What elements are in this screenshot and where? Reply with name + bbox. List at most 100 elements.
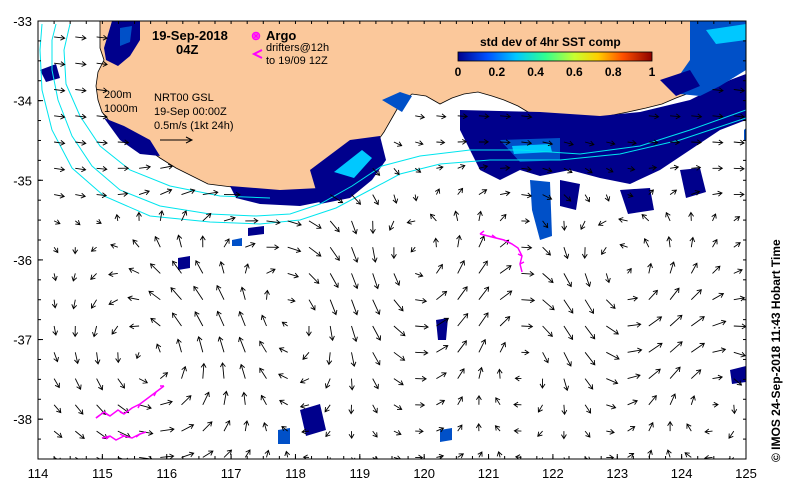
velocity-arrow [370,220,376,235]
velocity-arrow [348,404,355,415]
velocity-arrow [606,403,617,410]
velocity-arrow [181,365,187,379]
velocity-arrow [239,363,246,379]
velocity-arrow [670,139,681,146]
velocity-arrow [308,273,320,285]
velocity-arrow [108,271,118,278]
side-credit: © IMOS 24-Sep-2018 11:43 Hobart Time [769,239,783,462]
velocity-arrow [563,273,572,288]
velocity-arrow [563,457,568,459]
velocity-arrow [542,352,549,364]
velocity-arrow [72,325,79,338]
velocity-arrow [75,87,87,94]
velocity-arrow [53,246,59,254]
velocity-arrow [136,211,142,221]
velocity-arrow [92,325,98,338]
velocity-arrow [299,403,310,409]
x-tick-label: 120 [413,466,435,481]
x-tick-label: 122 [542,466,564,481]
velocity-arrow [669,287,680,300]
velocity-arrow [627,373,641,380]
velocity-arrow [436,399,446,406]
gsl-date: 19-Sep 00:00Z [154,106,227,118]
velocity-arrow [96,87,108,94]
velocity-arrow [217,336,225,353]
velocity-arrow [372,430,378,438]
velocity-arrow [54,192,66,199]
velocity-arrow [53,404,62,414]
velocity-arrow [287,272,299,279]
velocity-arrow [181,188,196,196]
velocity-arrow [542,273,554,284]
velocity-arrow [521,244,533,251]
velocity-arrow [223,215,236,222]
velocity-arrow [91,299,97,309]
y-tick-label: -37 [13,333,32,348]
x-tick-label: 121 [478,466,500,481]
x-tick-label: 125 [735,466,757,481]
velocity-arrow [436,139,446,146]
velocity-arrow [563,378,570,392]
y-tick-label: -35 [13,173,32,188]
velocity-arrow [521,139,533,146]
velocity-arrow [712,347,727,353]
velocity-arrow [733,216,741,222]
velocity-arrow [606,378,619,385]
velocity-arrow [75,140,87,146]
velocity-arrow [128,267,140,274]
velocity-arrow [712,139,724,146]
velocity-arrow [499,265,512,274]
velocity-arrows [51,34,746,459]
velocity-arrow [412,194,419,202]
x-tick-label: 116 [156,466,177,481]
velocity-arrow [415,323,429,330]
velocity-arrow [434,188,441,195]
velocity-arrow [223,419,231,432]
colorbar-title: std dev of 4hr SST comp [480,35,621,49]
velocity-arrow [110,243,118,249]
velocity-arrow [260,314,267,327]
velocity-arrow [393,273,401,286]
velocity-arrow [669,393,677,405]
velocity-arrow [75,220,81,226]
velocity-arrow [627,426,636,432]
velocity-arrow [181,395,192,406]
velocity-arrow [521,218,531,224]
velocity-arrow [733,191,745,198]
velocity-arrow [712,190,723,197]
velocity-arrow [279,399,288,406]
velocity-arrow [733,87,746,94]
velocity-arrow [563,194,572,202]
velocity-arrow [372,404,378,414]
velocity-arrow [243,263,250,274]
velocity-arrow [329,325,335,342]
velocity-arrow [176,234,183,248]
velocity-arrow [259,367,267,379]
colorbar [457,51,653,62]
velocity-arrow [563,247,570,260]
velocity-arrow [96,113,108,120]
velocity-arrow [429,213,437,222]
velocity-arrow [648,421,654,432]
velocity-arrow [241,391,248,405]
velocity-arrow [96,192,108,199]
velocity-arrow [308,299,316,311]
velocity-arrow [539,378,546,389]
velocity-arrow [584,404,592,414]
velocity-arrow [53,457,62,459]
velocity-arrow [160,372,169,379]
velocity-arrow [627,347,643,354]
velocity-arrow [436,426,445,433]
velocity-arrow [301,428,310,435]
velocity-arrow [457,187,464,195]
argo-legend-label: Argo [266,28,296,43]
y-tick-label: -36 [13,253,32,268]
velocity-arrow [581,247,588,259]
velocity-arrow [149,263,161,274]
velocity-arrow [457,286,468,300]
velocity-arrow [196,335,204,353]
velocity-arrow [563,352,572,367]
velocity-arrow [648,289,658,301]
velocity-arrow [51,299,58,309]
velocity-arrow [54,61,66,67]
